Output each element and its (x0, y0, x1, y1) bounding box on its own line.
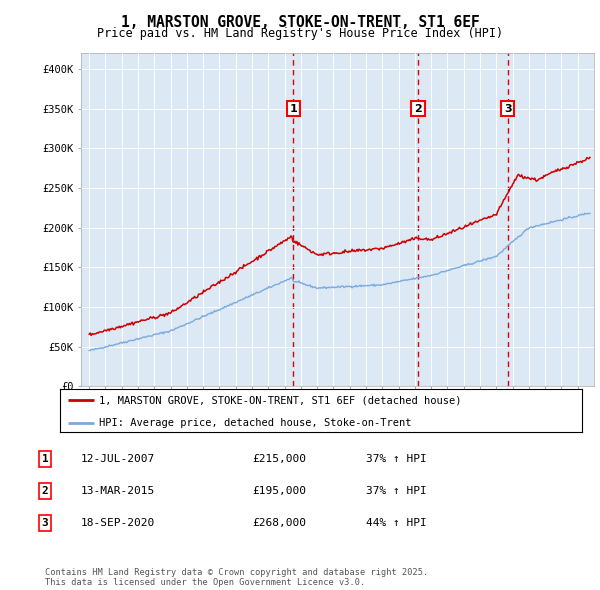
Text: 37% ↑ HPI: 37% ↑ HPI (366, 454, 427, 464)
Text: 18-SEP-2020: 18-SEP-2020 (81, 518, 155, 527)
Text: 44% ↑ HPI: 44% ↑ HPI (366, 518, 427, 527)
Text: Contains HM Land Registry data © Crown copyright and database right 2025.
This d: Contains HM Land Registry data © Crown c… (45, 568, 428, 587)
Text: 13-MAR-2015: 13-MAR-2015 (81, 486, 155, 496)
Text: 1: 1 (41, 454, 49, 464)
Text: 3: 3 (41, 518, 49, 527)
Text: £215,000: £215,000 (252, 454, 306, 464)
Text: HPI: Average price, detached house, Stoke-on-Trent: HPI: Average price, detached house, Stok… (99, 418, 412, 428)
Text: £195,000: £195,000 (252, 486, 306, 496)
Text: Price paid vs. HM Land Registry's House Price Index (HPI): Price paid vs. HM Land Registry's House … (97, 27, 503, 40)
Text: £268,000: £268,000 (252, 518, 306, 527)
Text: 12-JUL-2007: 12-JUL-2007 (81, 454, 155, 464)
Text: 1: 1 (289, 104, 297, 114)
Text: 2: 2 (41, 486, 49, 496)
Text: 37% ↑ HPI: 37% ↑ HPI (366, 486, 427, 496)
Text: 1, MARSTON GROVE, STOKE-ON-TRENT, ST1 6EF: 1, MARSTON GROVE, STOKE-ON-TRENT, ST1 6E… (121, 15, 479, 30)
Text: 2: 2 (414, 104, 422, 114)
Text: 1, MARSTON GROVE, STOKE-ON-TRENT, ST1 6EF (detached house): 1, MARSTON GROVE, STOKE-ON-TRENT, ST1 6E… (99, 395, 461, 405)
Text: 3: 3 (504, 104, 512, 114)
